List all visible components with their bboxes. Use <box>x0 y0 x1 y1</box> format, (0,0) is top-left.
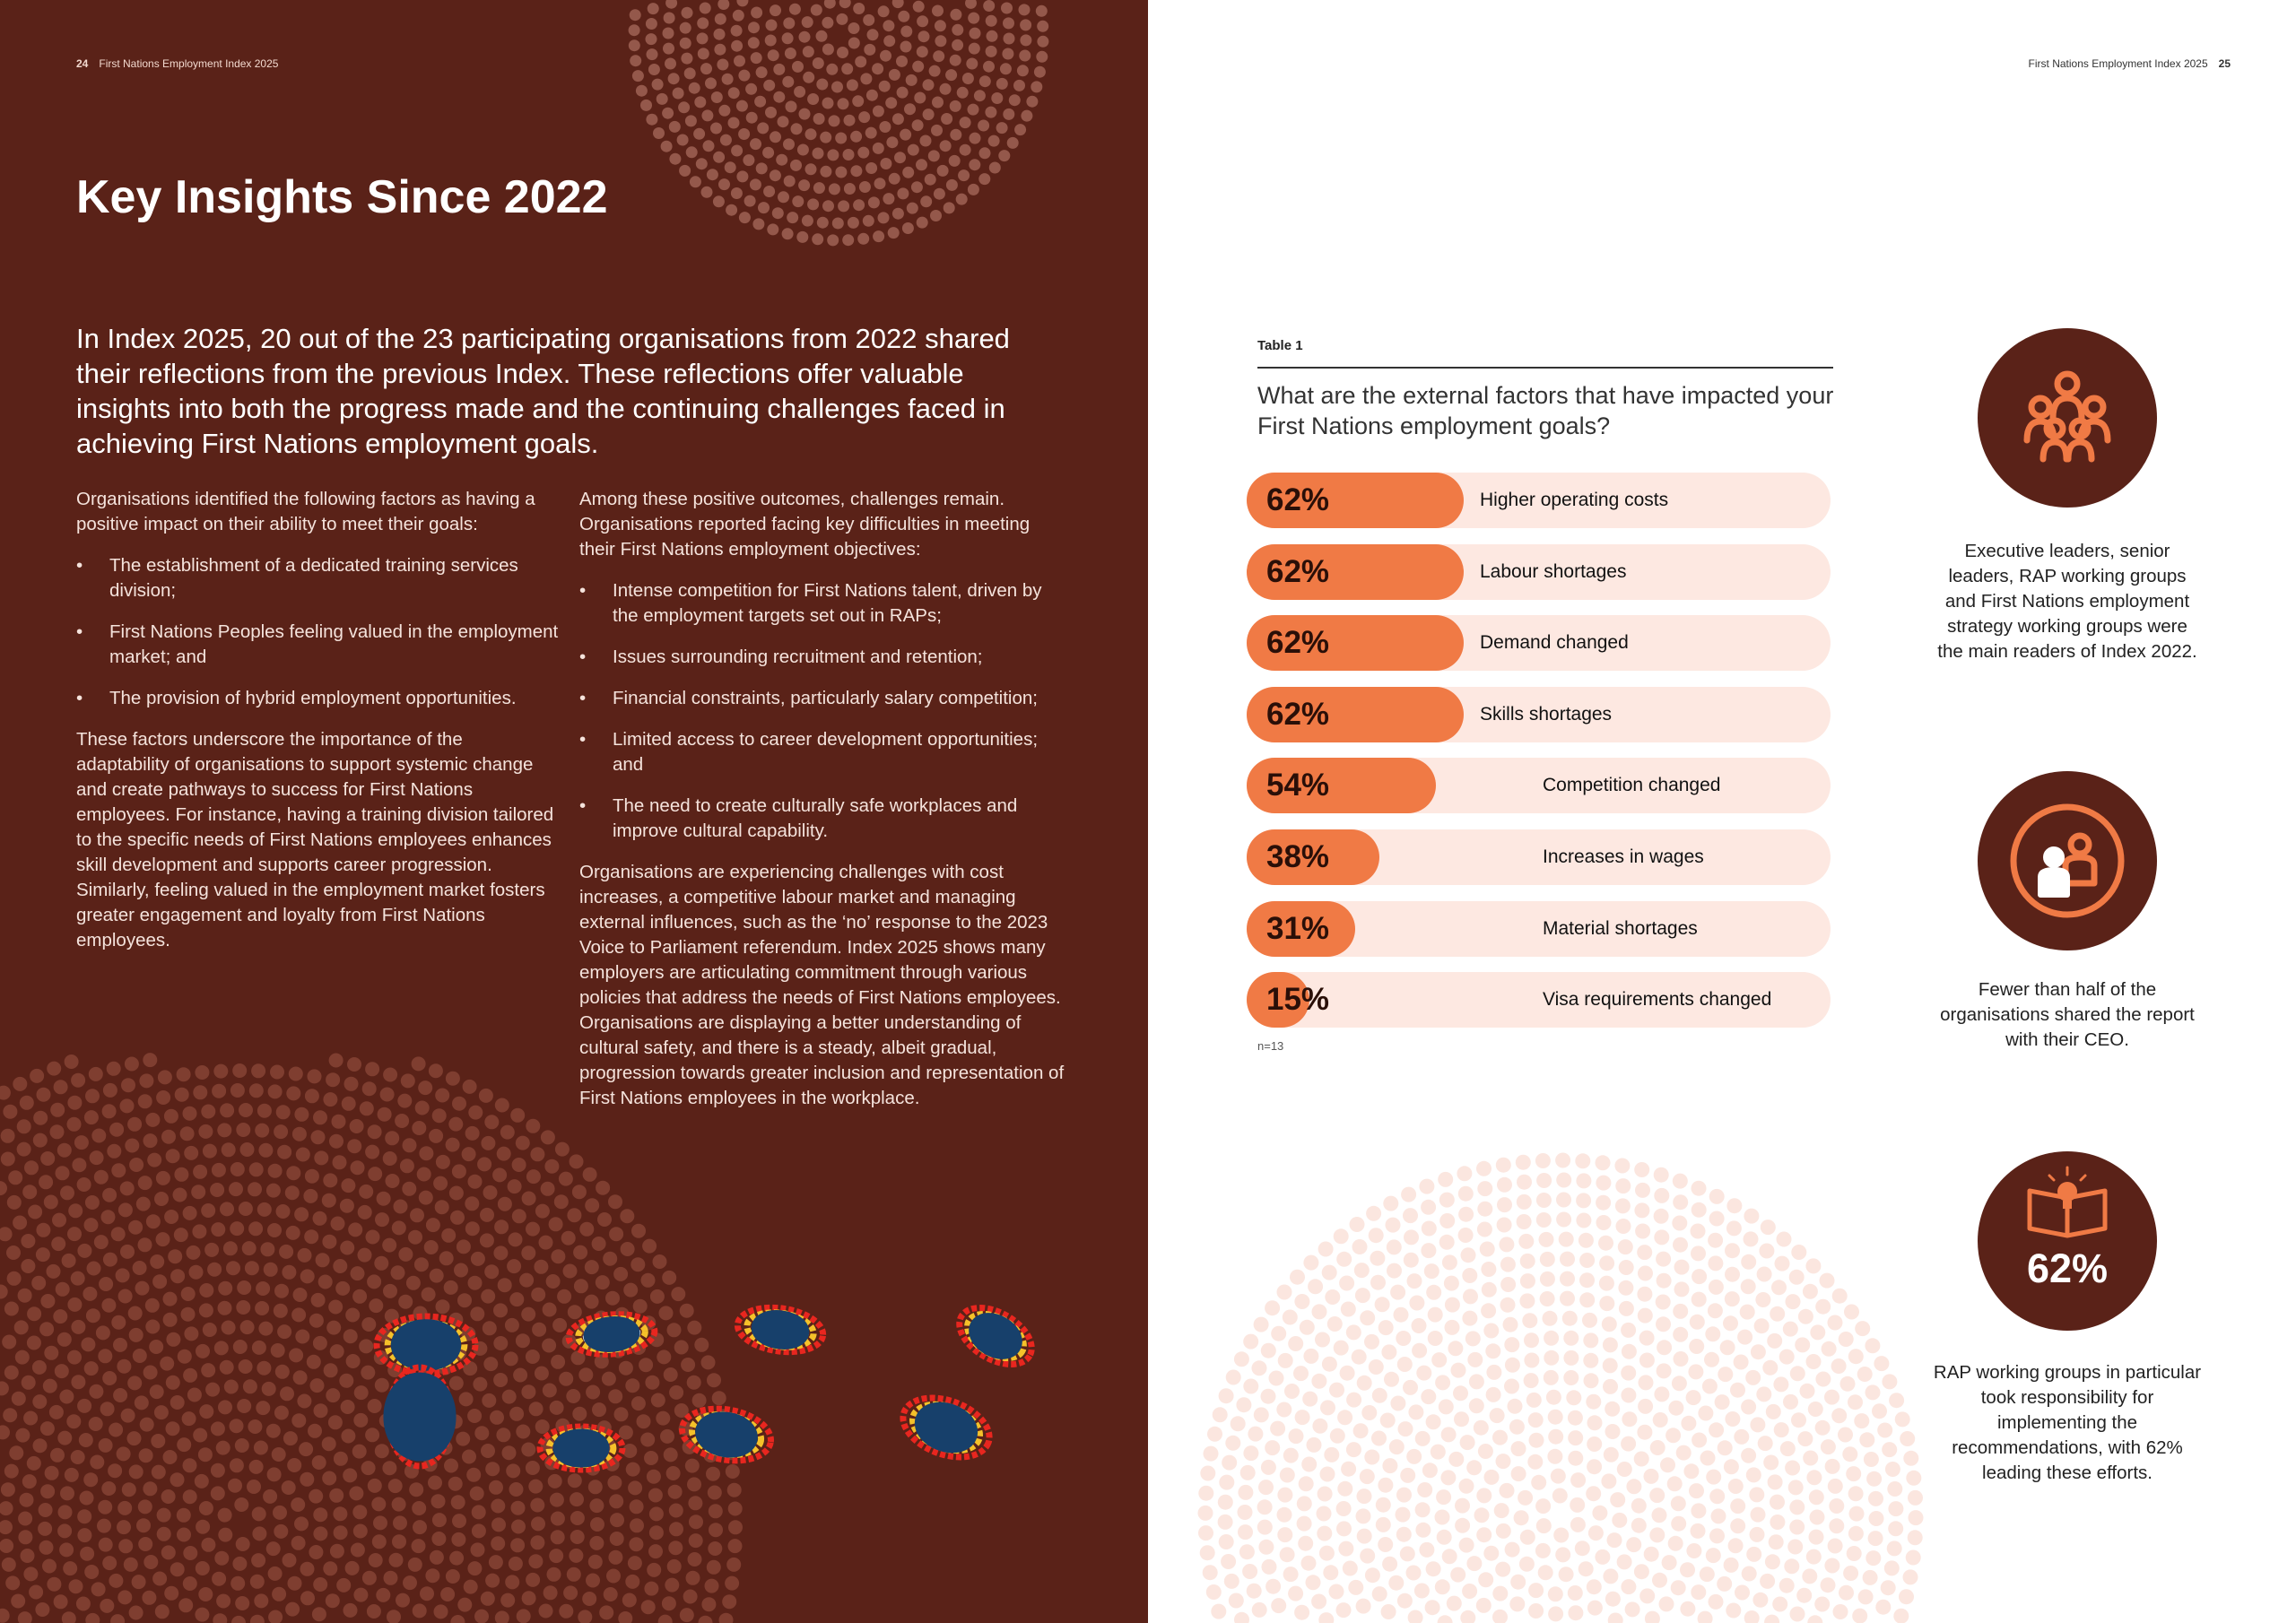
bar <box>1247 829 1379 885</box>
bar-track <box>1247 972 1831 1028</box>
bar-row: 62% Skills shortages <box>1247 686 1831 742</box>
table-rule <box>1257 367 1833 369</box>
table-label: Table 1 <box>1257 338 1303 353</box>
bar-row: 62% Demand changed <box>1247 615 1831 672</box>
col2-lead: Among these positive outcomes, challenge… <box>579 489 1031 560</box>
list-item: • Intense competition for First Nations t… <box>579 580 1042 626</box>
challenges-list: • Intense competition for First Nations t… <box>579 578 1068 844</box>
bar-category-label: Skills shortages <box>1480 703 1613 725</box>
bar-row: 15% Visa requirements changed <box>1247 972 1831 1028</box>
stat-text-ceo: Fewer than half of the organisations sha… <box>1940 979 2195 1050</box>
bar-row: 31% Material shortages <box>1247 900 1831 957</box>
bar-value-label: 62% <box>1266 625 1330 661</box>
bar-value-label: 15% <box>1266 982 1330 1018</box>
bullet: • <box>579 729 587 750</box>
bar-value-label: 31% <box>1266 910 1330 946</box>
running-title: First Nations Employment Index 2025 <box>99 57 279 70</box>
group-leaders-icon <box>2023 370 2111 463</box>
list-item: • Limited access to career development op… <box>579 729 1039 775</box>
page-title: Key Insights Since 2022 <box>76 171 608 223</box>
stat-circle-readers <box>1978 328 2157 508</box>
col1-closing: These factors underscore the importance … <box>76 729 554 950</box>
running-title: First Nations Employment Index 2025 <box>2028 57 2208 70</box>
bullet: • <box>579 580 587 601</box>
bar-row: 62% Higher operating costs <box>1247 473 1831 528</box>
positive-factors-list: • The establishment of a dedicated traini… <box>76 553 561 711</box>
bar-value-label: 54% <box>1266 768 1330 803</box>
bar <box>1247 615 1464 672</box>
report-share-icon <box>2010 803 2125 918</box>
bar-category-label: Labour shortages <box>1480 560 1627 582</box>
column-challenges: Among these positive outcomes, challenge… <box>579 487 1068 1127</box>
chart-title: What are the external factors that have … <box>1257 382 1834 439</box>
bar <box>1247 686 1464 742</box>
left-page: 24 First Nations Employment Index 2025 Ke… <box>0 0 1148 1623</box>
bullet: • <box>579 688 587 708</box>
bar <box>1247 473 1464 528</box>
bullet: • <box>579 647 587 667</box>
bar-category-label: Increases in wages <box>1543 846 1704 867</box>
stat-circle-ceo <box>1978 771 2157 950</box>
column-positive-factors: Organisations identified the following f… <box>76 487 561 969</box>
bullet: • <box>579 795 587 816</box>
intro-paragraph: In Index 2025, 20 out of the 23 particip… <box>76 323 1010 459</box>
bar <box>1247 972 1309 1028</box>
bullet: • <box>76 555 83 576</box>
running-header-right: First Nations Employment Index 2025 25 <box>2029 57 2231 70</box>
list-item: • The establishment of a dedicated traini… <box>76 555 518 601</box>
list-item: • The provision of hybrid employment oppo… <box>76 686 561 711</box>
stat-value-rap: 62% <box>2026 1245 2109 1291</box>
page-number: 25 <box>2218 57 2231 70</box>
bar-row: 38% Increases in wages <box>1247 829 1831 885</box>
bar <box>1247 758 1436 814</box>
bar-category-label: Material shortages <box>1543 917 1698 939</box>
bar <box>1247 900 1355 957</box>
waterhole-art <box>373 1304 1035 1473</box>
col2-closing: Organisations are experiencing challenge… <box>579 862 1065 1108</box>
bar-category-label: Demand changed <box>1480 632 1629 654</box>
stat-text-rap: RAP working groups in particular took re… <box>1933 1362 2202 1483</box>
list-item: • Issues surrounding recruitment and rete… <box>579 645 1068 670</box>
bar-category-label: Higher operating costs <box>1480 490 1669 510</box>
bullet: • <box>76 688 83 708</box>
bar-row: 62% Labour shortages <box>1247 543 1831 600</box>
bar-value-label: 62% <box>1266 696 1330 732</box>
book-lightbulb-icon <box>2027 1166 2108 1238</box>
stat-circle-rap: 62% <box>1978 1151 2157 1331</box>
col1-lead: Organisations identified the following f… <box>76 489 535 534</box>
bar-category-label: Visa requirements changed <box>1543 989 1772 1011</box>
bar <box>1247 543 1464 600</box>
list-item: • Financial constraints, particularly sal… <box>579 686 1068 711</box>
sample-size-note: n=13 <box>1257 1039 1284 1053</box>
bar-row: 54% Competition changed <box>1247 758 1831 814</box>
bullet: • <box>76 621 83 642</box>
list-item: • First Nations Peoples feeling valued in… <box>76 621 559 667</box>
bar-category-label: Competition changed <box>1543 775 1721 796</box>
bar-value-label: 62% <box>1266 553 1330 589</box>
running-header-left: 24 First Nations Employment Index 2025 <box>76 57 278 70</box>
bar-value-label: 38% <box>1266 839 1330 874</box>
bar-value-label: 62% <box>1266 482 1330 517</box>
list-item: • The need to create culturally safe work… <box>579 795 1018 841</box>
page-number: 24 <box>76 57 89 70</box>
stat-text-readers: Executive leaders, senior leaders, RAP w… <box>1937 541 2197 662</box>
